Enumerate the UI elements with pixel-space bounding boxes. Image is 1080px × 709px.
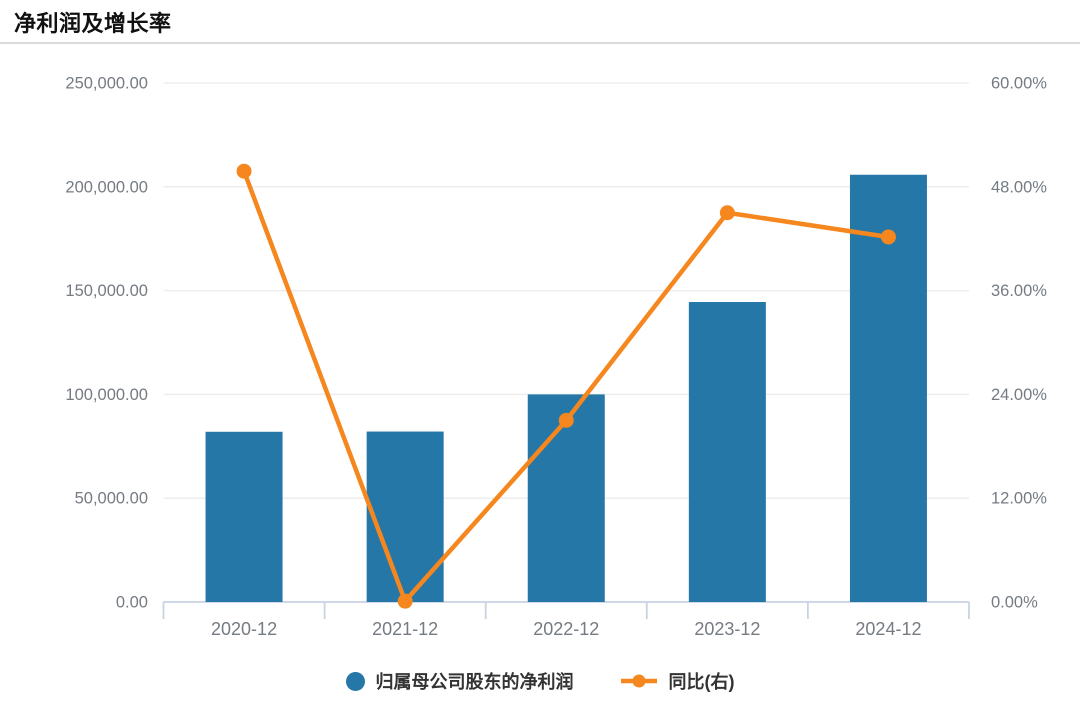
yoy-point-2024-12[interactable] (880, 229, 896, 245)
y-axis-left-label: 200,000.00 (65, 178, 148, 196)
y-axis-right-label: 48.00% (991, 178, 1047, 196)
y-axis-left-label: 150,000.00 (65, 282, 148, 300)
yoy-point-2020-12[interactable] (236, 163, 252, 179)
y-axis-left-label: 50,000.00 (75, 490, 148, 508)
title-divider (0, 42, 1080, 44)
yoy-legend-line-icon (620, 674, 657, 688)
y-axis-right-label: 0.00% (991, 594, 1038, 612)
legend-item-net-profit[interactable]: 归属母公司股东的净利润 (345, 668, 574, 694)
x-axis-label: 2022-12 (533, 619, 599, 639)
y-axis-left-label: 100,000.00 (65, 386, 148, 404)
chart-legend: 归属母公司股东的净利润 同比(右) (0, 666, 1080, 696)
y-axis-right-label: 36.00% (991, 282, 1047, 300)
y-axis-left-label: 0.00 (116, 594, 148, 612)
bar-2022-12[interactable] (527, 394, 605, 602)
x-axis-label: 2020-12 (211, 619, 277, 639)
bar-2023-12[interactable] (688, 302, 766, 602)
x-axis-label: 2023-12 (694, 619, 760, 639)
y-axis-left-label: 250,000.00 (65, 75, 148, 93)
x-axis-label: 2024-12 (855, 619, 921, 639)
yoy-point-2021-12[interactable] (397, 593, 413, 609)
net-profit-legend-label: 归属母公司股东的净利润 (375, 672, 574, 692)
page-title: 净利润及增长率 (14, 11, 172, 36)
yoy-legend-label: 同比(右) (668, 672, 735, 692)
yoy-point-2023-12[interactable] (719, 205, 735, 221)
net-profit-legend-dot-icon (345, 671, 365, 691)
bar-2024-12[interactable] (849, 174, 927, 602)
bar-2021-12[interactable] (366, 431, 444, 602)
x-axis-label: 2021-12 (372, 619, 438, 639)
bar-2020-12[interactable] (205, 431, 283, 602)
y-axis-right-label: 60.00% (991, 75, 1047, 93)
combo-chart: 250,000.00 60.00% 200,000.00 48.00% 150,000.… (65, 75, 1047, 640)
y-axis-right-label: 12.00% (991, 490, 1047, 508)
yoy-point-2022-12[interactable] (558, 412, 574, 428)
y-axis-right-label: 24.00% (991, 386, 1047, 404)
legend-item-yoy[interactable]: 同比(右) (620, 668, 735, 694)
